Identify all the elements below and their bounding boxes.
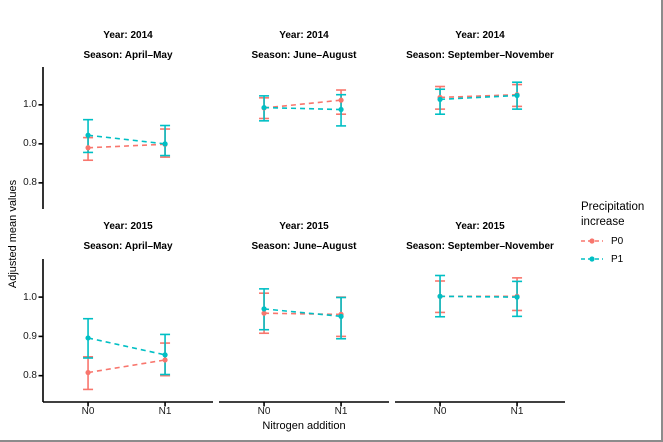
y-tick-label: 1.0 (23, 291, 37, 303)
data-point (162, 352, 168, 358)
series-connector (440, 295, 518, 298)
y-tick-label: 1.0 (23, 99, 37, 111)
x-tick-label: N1 (334, 406, 348, 417)
data-point (85, 335, 91, 341)
x-tick-label: N1 (510, 406, 524, 417)
series-connector (440, 93, 518, 99)
legend-title-line2: increase (581, 216, 625, 228)
y-tick-label: 0.8 (23, 370, 37, 382)
facet-strip-year: Year: 2015 (103, 221, 153, 232)
data-point (338, 106, 344, 113)
facet-strip-year: Year: 2015 (279, 221, 329, 232)
facet-strip-year: Year: 2015 (455, 221, 505, 232)
x-tick-label: N0 (257, 406, 271, 417)
facet-strip-year: Year: 2014 (455, 30, 505, 41)
series-connector (263, 308, 342, 318)
series-connector (88, 143, 166, 149)
data-point (338, 313, 344, 319)
x-tick-label: N0 (81, 406, 95, 417)
data-point (85, 132, 91, 138)
series-connector (264, 106, 342, 111)
series-connector (87, 359, 166, 374)
y-tick-label: 0.8 (23, 177, 37, 189)
data-point (162, 141, 168, 147)
facet-strip-season: Season: April–May (83, 50, 173, 61)
y-axis-title: Adjusted mean values (7, 179, 19, 289)
series-connector (87, 134, 166, 145)
data-point (338, 97, 344, 103)
series-connector (264, 312, 342, 316)
facet-strip-season: Season: April–May (83, 241, 173, 252)
data-point (85, 369, 91, 376)
series-connector (263, 99, 342, 109)
data-point (261, 104, 267, 111)
data-point (437, 293, 443, 299)
data-point (162, 357, 168, 363)
data-point (261, 310, 267, 316)
data-point (261, 306, 267, 312)
data-point (514, 294, 520, 300)
legend-key-icon (581, 238, 603, 244)
data-point (437, 96, 443, 102)
legend-item-p1: P1 (580, 253, 623, 265)
facet-strip-year: Year: 2014 (103, 30, 153, 41)
x-tick-label: N0 (433, 406, 447, 417)
x-axis-title: Nitrogen addition (262, 420, 346, 432)
y-tick-label: 0.9 (23, 138, 37, 150)
x-tick-label: N1 (158, 406, 172, 417)
y-tick-label: 0.9 (23, 330, 37, 342)
facet-strip-year: Year: 2014 (279, 30, 329, 41)
legend-title: Precipitation increase (581, 200, 644, 230)
series-connector (440, 94, 518, 101)
legend-item-p0: P0 (580, 235, 623, 247)
data-point (85, 145, 91, 151)
legend-title-line1: Precipitation (581, 201, 645, 213)
facet-strip-season: Season: June–August (251, 241, 357, 252)
facet-strip-season: Season: September–November (406, 241, 554, 252)
legend-key-icon (581, 256, 603, 262)
facet-strip-season: Season: September–November (406, 50, 554, 61)
data-point (514, 92, 520, 99)
legend-item-label: P1 (611, 253, 624, 265)
facet-strip-season: Season: June–August (251, 50, 357, 61)
legend-item-label: P0 (611, 235, 624, 247)
series-connector (87, 337, 166, 356)
